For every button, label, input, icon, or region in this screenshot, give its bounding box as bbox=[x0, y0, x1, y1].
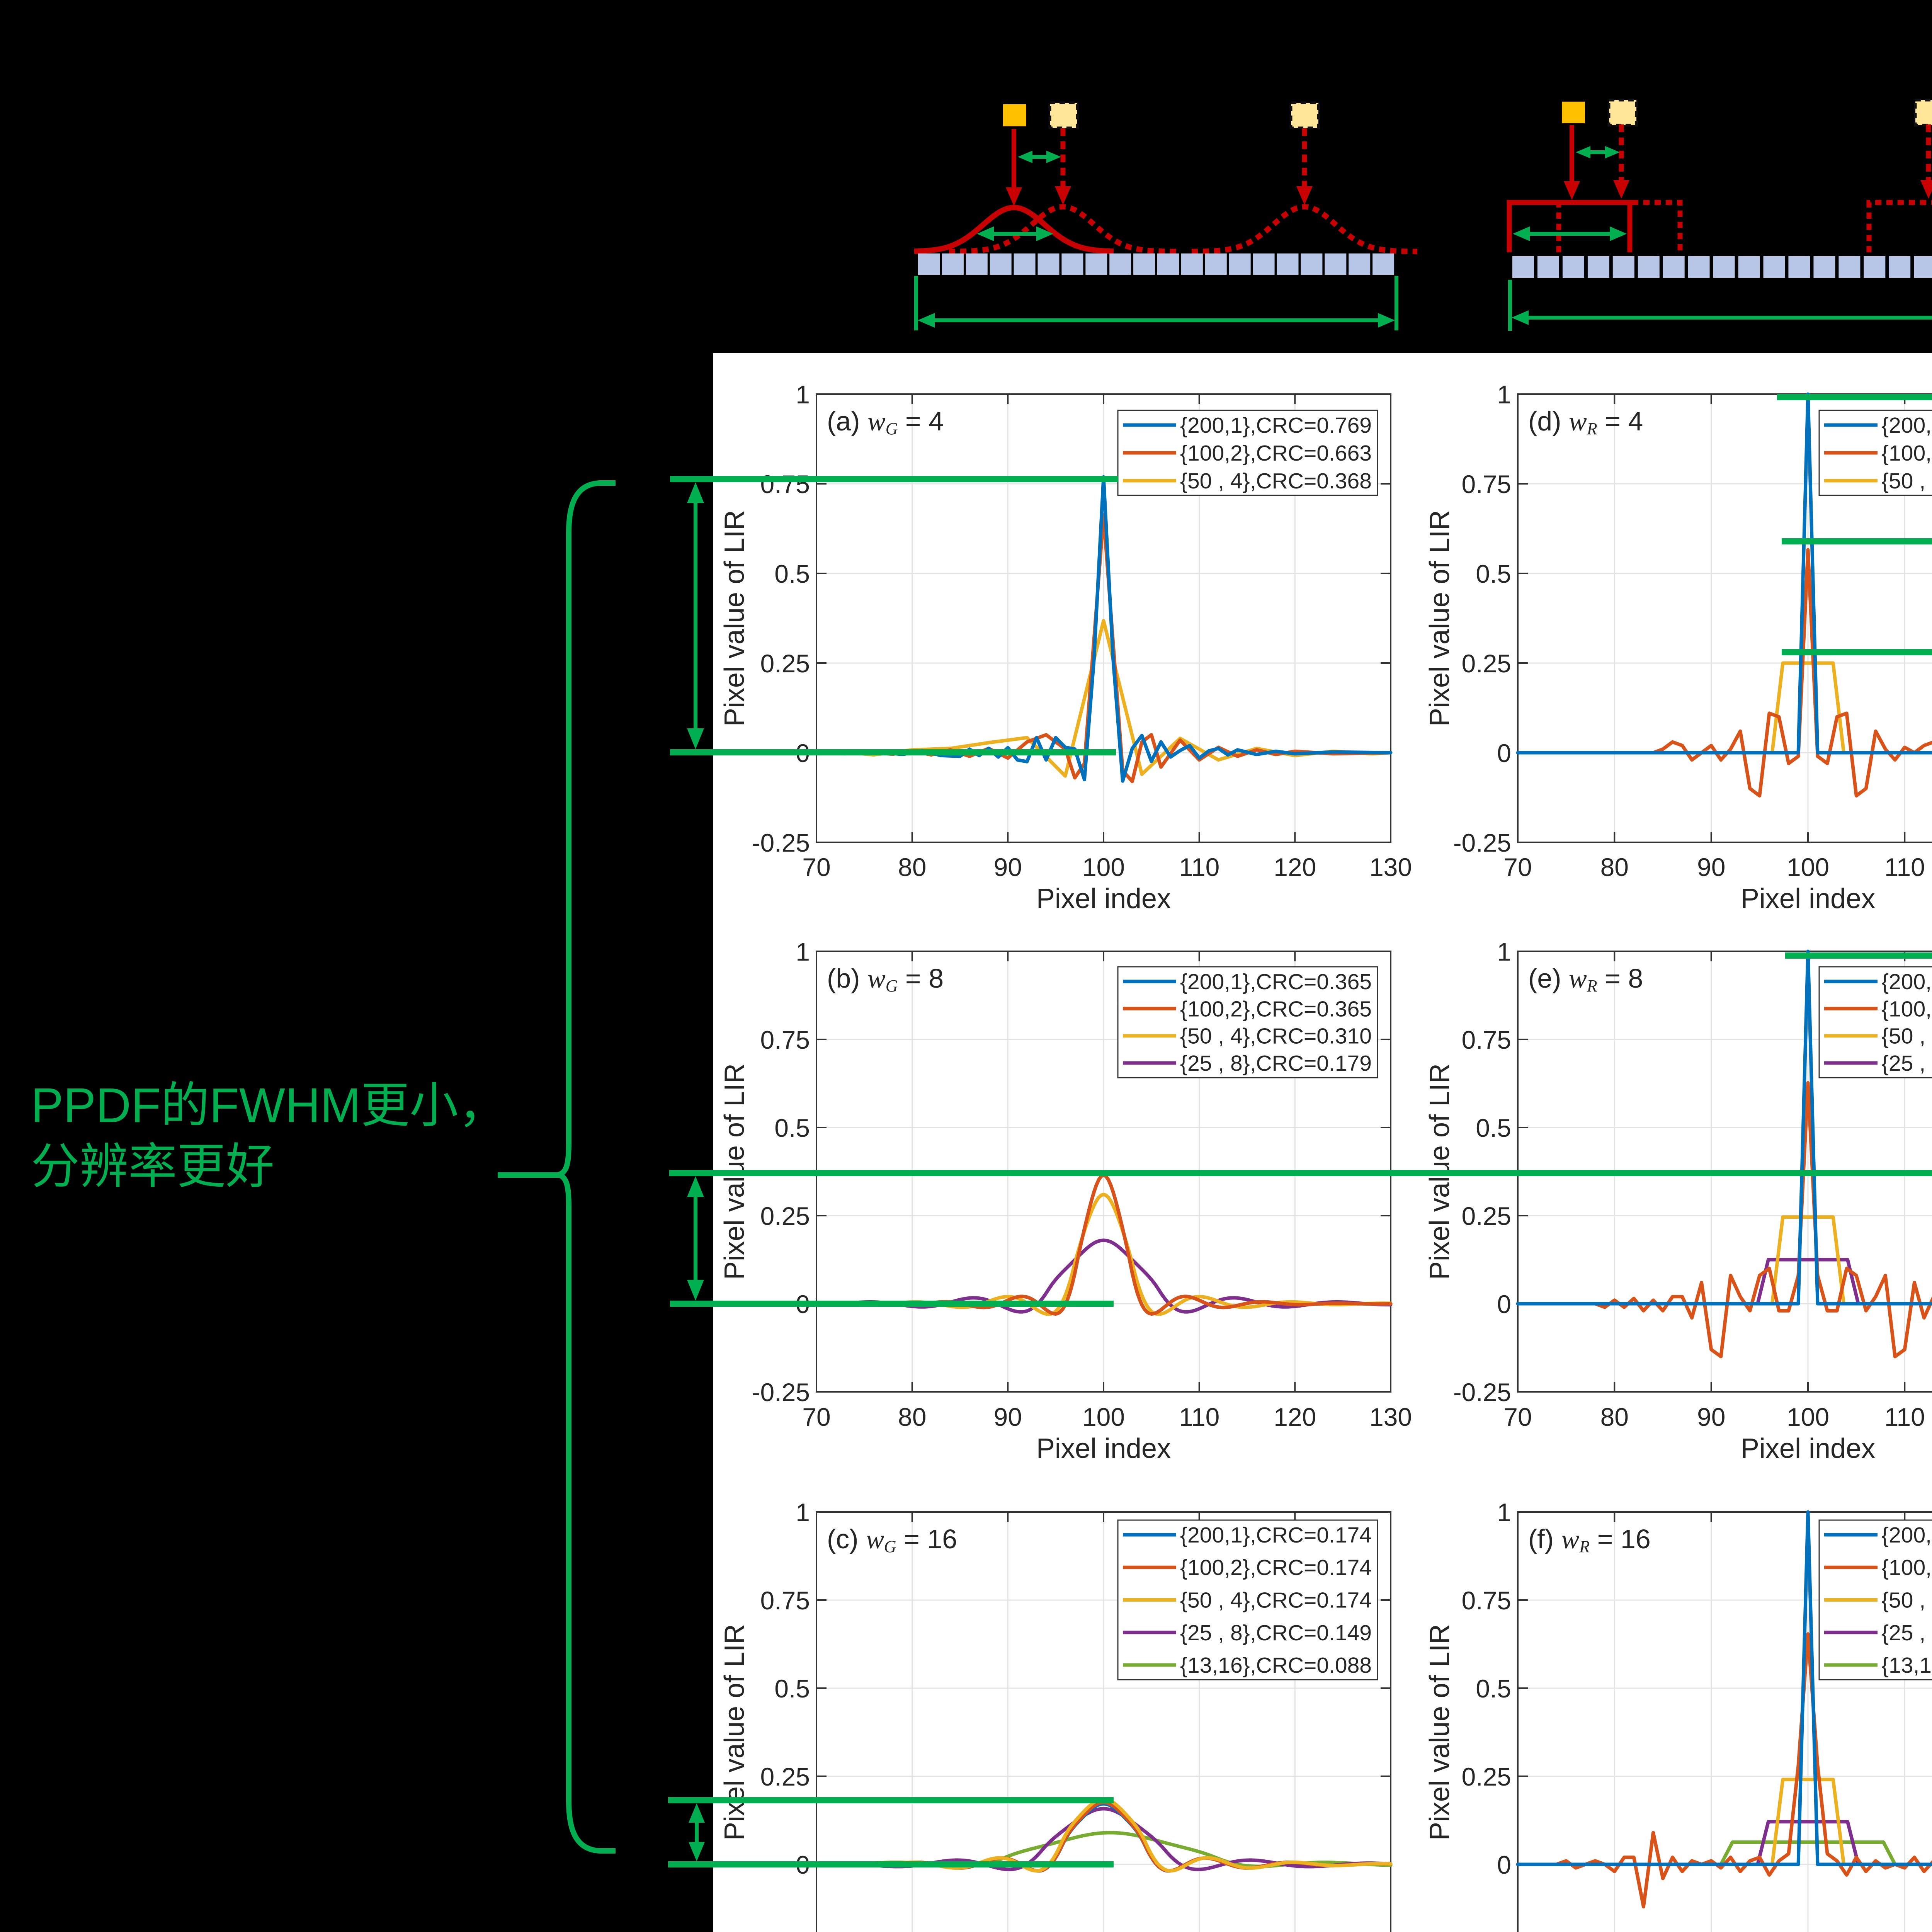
svg-text:0.25: 0.25 bbox=[760, 649, 810, 678]
svg-text:0.75: 0.75 bbox=[1462, 1026, 1511, 1054]
svg-text:Pixel value of LIR: Pixel value of LIR bbox=[719, 510, 750, 726]
svg-text:90: 90 bbox=[1697, 853, 1725, 881]
svg-text:80: 80 bbox=[898, 1403, 926, 1431]
svg-text:Pixel index: Pixel index bbox=[1036, 883, 1171, 914]
svg-text:-0.25: -0.25 bbox=[752, 828, 810, 857]
svg-text:{200,1},CRC=1.000: {200,1},CRC=1.000 bbox=[1881, 413, 1932, 438]
svg-text:(e) wR = 8: (e) wR = 8 bbox=[1528, 963, 1643, 995]
svg-text:70: 70 bbox=[1503, 1403, 1532, 1431]
svg-text:{50 , 4},CRC=0.246: {50 , 4},CRC=0.246 bbox=[1881, 1024, 1932, 1049]
svg-text:0.75: 0.75 bbox=[1462, 470, 1511, 498]
svg-text:100: 100 bbox=[1082, 853, 1125, 881]
svg-text:0.75: 0.75 bbox=[1462, 1586, 1511, 1615]
svg-text:0.25: 0.25 bbox=[760, 1202, 810, 1230]
svg-text:{50 , 4},CRC=0.310: {50 , 4},CRC=0.310 bbox=[1180, 1024, 1372, 1049]
svg-text:90: 90 bbox=[994, 1403, 1022, 1431]
svg-text:(a) wG = 4: (a) wG = 4 bbox=[827, 406, 944, 438]
svg-text:0.25: 0.25 bbox=[1462, 649, 1511, 678]
svg-text:Pixel value of LIR: Pixel value of LIR bbox=[1424, 510, 1455, 726]
svg-text:100: 100 bbox=[1787, 1403, 1829, 1431]
svg-text:0.75: 0.75 bbox=[760, 470, 810, 498]
svg-text:0.5: 0.5 bbox=[1476, 560, 1511, 588]
svg-text:1: 1 bbox=[1497, 937, 1511, 966]
svg-text:{25 , 8},CRC=0.125: {25 , 8},CRC=0.125 bbox=[1881, 1051, 1932, 1076]
svg-text:1: 1 bbox=[796, 380, 810, 409]
svg-text:Pixel value of LIR: Pixel value of LIR bbox=[719, 1624, 750, 1840]
svg-text:Pixel index: Pixel index bbox=[1741, 883, 1875, 914]
svg-text:1: 1 bbox=[1497, 380, 1511, 409]
svg-text:{50 , 4},CRC=0.250: {50 , 4},CRC=0.250 bbox=[1881, 469, 1932, 493]
svg-text:0.25: 0.25 bbox=[1462, 1762, 1511, 1791]
svg-text:{13,16},CRC=0.063: {13,16},CRC=0.063 bbox=[1881, 1653, 1932, 1678]
svg-text:0.75: 0.75 bbox=[760, 1026, 810, 1054]
svg-text:{100,2},CRC=0.365: {100,2},CRC=0.365 bbox=[1180, 997, 1372, 1021]
svg-text:110: 110 bbox=[1179, 853, 1219, 881]
svg-text:{50 , 4},CRC=0.241: {50 , 4},CRC=0.241 bbox=[1881, 1588, 1932, 1613]
svg-text:0.5: 0.5 bbox=[1476, 1674, 1511, 1703]
svg-text:{200,1},CRC=0.174: {200,1},CRC=0.174 bbox=[1180, 1523, 1372, 1548]
svg-text:0: 0 bbox=[1497, 1850, 1511, 1879]
svg-text:80: 80 bbox=[1600, 853, 1629, 881]
svg-text:{50 , 4},CRC=0.368: {50 , 4},CRC=0.368 bbox=[1180, 469, 1372, 493]
svg-text:{100,2},CRC=0.654: {100,2},CRC=0.654 bbox=[1881, 1555, 1932, 1580]
svg-text:{25 , 8},CRC=0.121: {25 , 8},CRC=0.121 bbox=[1881, 1621, 1932, 1645]
svg-text:1: 1 bbox=[796, 1498, 810, 1527]
svg-text:-0.25: -0.25 bbox=[752, 1378, 810, 1406]
svg-text:100: 100 bbox=[1082, 1403, 1125, 1431]
svg-text:{200,1},CRC=1.000: {200,1},CRC=1.000 bbox=[1881, 969, 1932, 994]
svg-text:{100,2},CRC=0.663: {100,2},CRC=0.663 bbox=[1180, 441, 1372, 466]
svg-text:{25 , 8},CRC=0.149: {25 , 8},CRC=0.149 bbox=[1180, 1621, 1372, 1645]
svg-text:0.5: 0.5 bbox=[1476, 1114, 1511, 1142]
svg-text:Pixel index: Pixel index bbox=[1741, 1433, 1875, 1464]
svg-text:0.75: 0.75 bbox=[760, 1586, 810, 1615]
svg-text:{13,16},CRC=0.088: {13,16},CRC=0.088 bbox=[1180, 1653, 1372, 1678]
svg-text:(f) wR = 16: (f) wR = 16 bbox=[1528, 1524, 1651, 1556]
svg-text:(d) wR = 4: (d) wR = 4 bbox=[1528, 406, 1643, 438]
svg-text:130: 130 bbox=[1369, 853, 1412, 881]
svg-text:(b) wG = 8: (b) wG = 8 bbox=[827, 963, 944, 995]
svg-text:-0.25: -0.25 bbox=[1453, 1378, 1511, 1406]
svg-text:{100,2},CRC=0.174: {100,2},CRC=0.174 bbox=[1180, 1555, 1372, 1580]
svg-text:90: 90 bbox=[1697, 1403, 1725, 1431]
svg-text:0.25: 0.25 bbox=[760, 1762, 810, 1791]
svg-text:110: 110 bbox=[1884, 1403, 1925, 1431]
svg-text:{50 , 4},CRC=0.174: {50 , 4},CRC=0.174 bbox=[1180, 1588, 1372, 1613]
svg-text:0.5: 0.5 bbox=[774, 1114, 810, 1142]
svg-text:PPDF: PPDF bbox=[31, 1078, 161, 1133]
svg-text:-0.25: -0.25 bbox=[1453, 828, 1511, 857]
svg-text:1: 1 bbox=[796, 937, 810, 966]
svg-text:110: 110 bbox=[1179, 1403, 1219, 1431]
svg-text:{100,2},CRC=0.627: {100,2},CRC=0.627 bbox=[1881, 997, 1932, 1021]
svg-text:70: 70 bbox=[802, 1403, 830, 1431]
svg-text:Pixel index: Pixel index bbox=[1036, 1433, 1171, 1464]
svg-text:{25 , 8},CRC=0.179: {25 , 8},CRC=0.179 bbox=[1180, 1051, 1372, 1076]
svg-text:80: 80 bbox=[898, 853, 926, 881]
svg-text:{200,1},CRC=0.365: {200,1},CRC=0.365 bbox=[1180, 969, 1372, 994]
svg-text:80: 80 bbox=[1600, 1403, 1629, 1431]
svg-text:0.5: 0.5 bbox=[774, 1674, 810, 1703]
svg-text:{200,1},CRC=0.769: {200,1},CRC=0.769 bbox=[1180, 413, 1372, 438]
svg-text:1: 1 bbox=[1497, 1498, 1511, 1527]
svg-text:110: 110 bbox=[1884, 853, 1925, 881]
svg-text:0.25: 0.25 bbox=[1462, 1202, 1511, 1230]
svg-text:FWHM: FWHM bbox=[209, 1078, 361, 1133]
svg-text:130: 130 bbox=[1369, 1403, 1412, 1431]
svg-text:{200,1},CRC=1.000: {200,1},CRC=1.000 bbox=[1881, 1523, 1932, 1548]
svg-text:0.5: 0.5 bbox=[774, 560, 810, 588]
svg-text:Pixel value of LIR: Pixel value of LIR bbox=[1424, 1624, 1455, 1840]
svg-text:0: 0 bbox=[1497, 739, 1511, 767]
svg-text:70: 70 bbox=[1503, 853, 1532, 881]
svg-text:70: 70 bbox=[802, 853, 830, 881]
svg-text:90: 90 bbox=[994, 853, 1022, 881]
svg-text:100: 100 bbox=[1787, 853, 1829, 881]
svg-text:0: 0 bbox=[1497, 1290, 1511, 1318]
svg-text:120: 120 bbox=[1274, 1403, 1316, 1431]
svg-text:120: 120 bbox=[1274, 853, 1316, 881]
svg-text:{100,2},CRC=0.566: {100,2},CRC=0.566 bbox=[1881, 441, 1932, 466]
